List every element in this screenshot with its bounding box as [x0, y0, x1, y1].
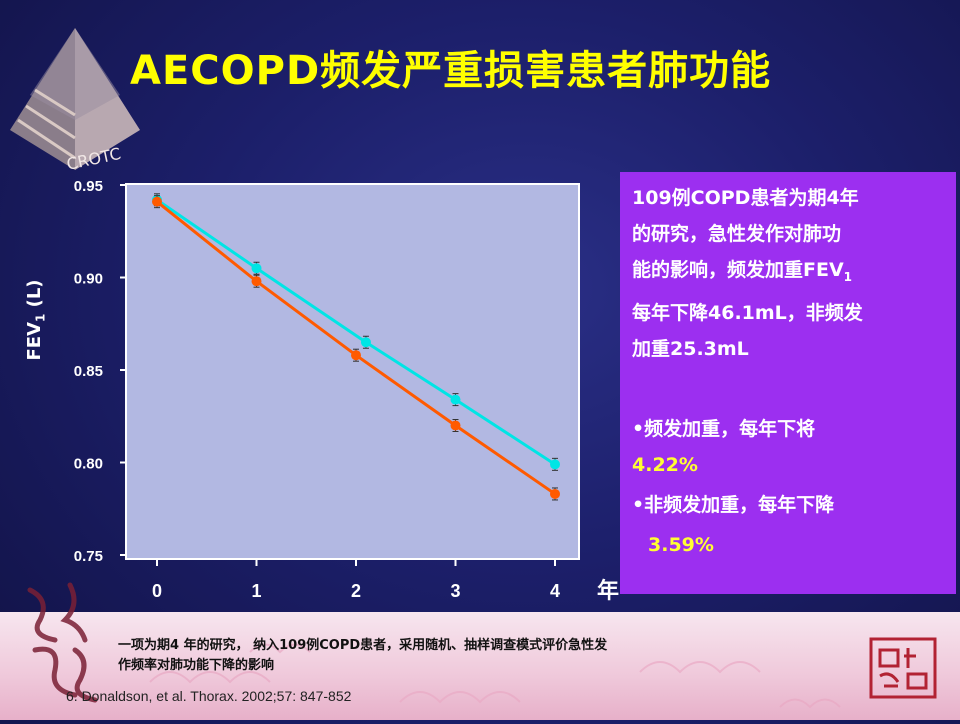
x-tick-label: 4	[550, 581, 560, 601]
crotc-logo: CROTC	[10, 28, 140, 174]
data-point	[251, 276, 262, 287]
data-point	[360, 337, 371, 348]
y-tick-label: 0.75	[74, 548, 103, 565]
red-seal-stamp	[869, 637, 937, 699]
bullet-infrequent: •非频发加重，每年下降	[632, 493, 835, 516]
chart-plot-area	[125, 183, 580, 560]
data-point	[550, 488, 560, 499]
series-line	[156, 200, 556, 496]
summary-line-5: 加重25.3mL	[632, 337, 749, 360]
cloud-pattern	[149, 643, 841, 709]
data-point	[550, 459, 560, 470]
page-title: AECOPD频发严重损害患者肺功能	[130, 48, 772, 94]
y-tick-label: 0.80	[74, 456, 103, 473]
y-axis-label: FEV1 (L)	[24, 279, 48, 361]
study-note-line-2: 作频率对肺功能下降的影响	[118, 658, 275, 673]
x-axis-unit: 年	[597, 579, 620, 604]
series-line	[156, 198, 556, 466]
study-note-line-1: 一项为期4 年的研究， 纳入109例COPD患者，采用随机、抽样调查模式评价急性…	[118, 638, 608, 653]
footer-band	[0, 612, 960, 720]
data-point	[450, 420, 461, 431]
y-tick-label: 0.95	[74, 178, 103, 195]
summary-line-4: 每年下降46.1mL，非频发	[632, 301, 863, 324]
data-point	[251, 263, 262, 274]
calligraphy-mark	[27, 582, 98, 703]
summary-line-3: 能的影响，频发加重FEV1	[632, 259, 853, 284]
y-tick-label: 0.85	[74, 363, 103, 380]
data-point	[152, 196, 162, 207]
bullet-infrequent-value: 3.59%	[648, 533, 714, 556]
bullet-frequent: •频发加重，每年下将	[632, 417, 816, 440]
data-point	[351, 350, 361, 361]
summary-box: 109例COPD患者为期4年 的研究，急性发作对肺功 能的影响，频发加重FEV1…	[620, 172, 956, 594]
x-tick-label: 2	[351, 581, 361, 601]
citation: 6. Donaldson, et al. Thorax. 2002;57: 84…	[66, 688, 352, 704]
summary-line-1: 109例COPD患者为期4年	[632, 187, 859, 209]
x-tick-label: 3	[450, 581, 460, 601]
bullet-frequent-value: 4.22%	[632, 453, 698, 476]
y-tick-label: 0.90	[74, 271, 103, 288]
summary-line-2: 的研究，急性发作对肺功	[632, 223, 842, 245]
x-tick-label: 1	[251, 581, 261, 601]
data-point	[450, 394, 461, 405]
x-tick-label: 0	[152, 581, 162, 601]
study-note: 一项为期4 年的研究， 纳入109例COPD患者，采用随机、抽样调查模式评价急性…	[118, 636, 818, 676]
